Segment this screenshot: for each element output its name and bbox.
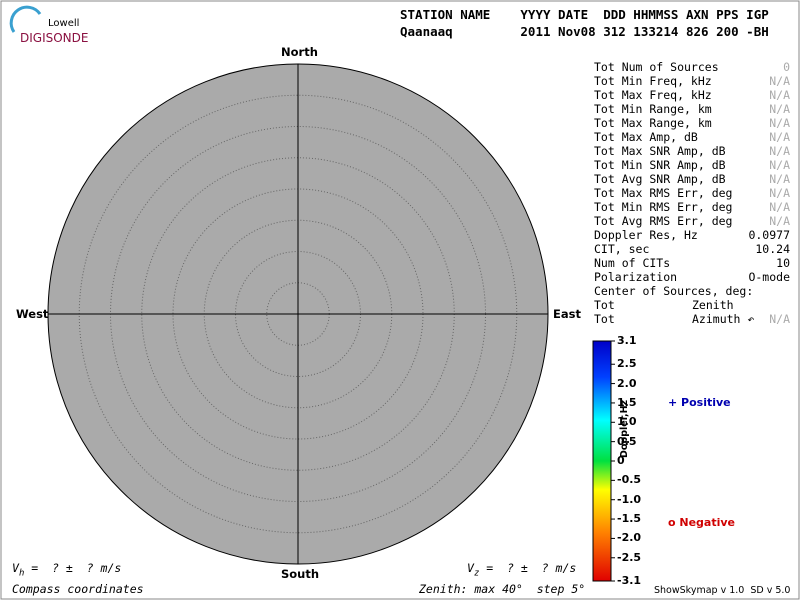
stat-label: Tot Min Freq, kHz	[594, 74, 712, 88]
stat-label: Tot Max Range, km	[594, 116, 712, 130]
stat-label: Tot	[594, 298, 615, 312]
stat-label: Tot Max Freq, kHz	[594, 88, 712, 102]
compass-east: East	[553, 307, 581, 321]
stat-label: Tot Min SNR Amp, dB	[594, 158, 726, 172]
text: = ? ± ? m/s	[479, 561, 577, 575]
colorbar	[592, 340, 612, 582]
stat-value: N/A	[769, 144, 790, 158]
stat-label: Center of Sources, deg:	[594, 284, 754, 298]
logo-bottom: DIGISONDE	[20, 31, 89, 45]
legend-negative: o Negative	[668, 516, 736, 529]
stat-label: Tot Num of Sources	[594, 60, 719, 74]
symbol: V	[12, 561, 19, 575]
footer-zenith: Zenith: max 40° step 5°	[419, 582, 586, 596]
colorbar-tick-label: -3.1	[617, 574, 642, 587]
logo-arc	[9, 5, 42, 33]
colorbar-tick-label: 1.5	[617, 395, 637, 409]
stat-value: N/A	[769, 200, 790, 214]
subscript: h	[18, 568, 25, 579]
stat-label: Tot Avg SNR Amp, dB	[594, 172, 726, 186]
colorbar-tick-label: 3.1	[617, 334, 637, 347]
stat-label: Tot Min Range, km	[594, 102, 712, 116]
colorbar-tick-label: -0.5	[617, 473, 642, 487]
legend-positive: + Positive	[668, 396, 731, 409]
compass-north: North	[281, 45, 318, 59]
stat-value: N/A	[769, 74, 790, 88]
stat-label: Zenith	[692, 298, 734, 312]
stat-label: Tot	[594, 312, 615, 326]
subscript: z	[473, 568, 480, 579]
stat-value: N/A	[769, 172, 790, 186]
stat-label: Tot Max SNR Amp, dB	[594, 144, 726, 158]
stat-label: Tot Avg RMS Err, deg	[594, 214, 733, 228]
stat-value: N/A	[769, 312, 790, 326]
stat-value: 10	[776, 256, 790, 270]
stat-label: Num of CITs	[594, 256, 671, 270]
colorbar-tick-label: -1.5	[617, 512, 642, 526]
stat-label: Polarization	[594, 270, 678, 284]
footer-version: ShowSkymap v 1.0 SD v 5.0	[654, 585, 791, 596]
stat-label: Azimuth ↶	[692, 312, 755, 326]
colorbar-tick-label: -2.5	[617, 550, 642, 564]
colorbar-tick-label: 0	[617, 454, 625, 467]
header-values: Qaanaaq 2011 Nov08 312 133214 826 200 -B…	[400, 24, 769, 39]
stat-value: 0	[783, 60, 790, 74]
colorbar-tick-label: 2.5	[617, 357, 637, 371]
logo-top: Lowell	[48, 18, 80, 29]
stat-value: N/A	[769, 158, 790, 172]
compass-west: West	[16, 307, 49, 321]
compass-south: South	[281, 567, 320, 581]
stat-value: N/A	[769, 102, 790, 116]
stat-value: N/A	[769, 88, 790, 102]
stat-value: N/A	[769, 214, 790, 228]
stat-label: Doppler Res, Hz	[594, 228, 698, 242]
stat-label: CIT, sec	[594, 242, 650, 256]
footer-coords: Compass coordinates	[12, 582, 144, 596]
velocity-z: Vz = ? ± ? m/s	[467, 561, 576, 580]
stat-value: O-mode	[748, 270, 790, 284]
stat-value: N/A	[769, 130, 790, 144]
colorbar-tick-label: 0.5	[617, 434, 637, 448]
stat-value: 0.0977	[748, 228, 790, 242]
velocity-h: Vh = ? ± ? m/s	[12, 561, 121, 580]
colorbar-tick-label: -1.0	[617, 492, 642, 506]
stat-value: N/A	[769, 186, 790, 200]
colorbar-tick-label: 1.0	[617, 415, 637, 429]
stat-label: Tot Min RMS Err, deg	[594, 200, 733, 214]
colorbar-tick-label: 2.0	[617, 376, 637, 390]
symbol: V	[467, 561, 474, 575]
stat-label: Tot Max Amp, dB	[594, 130, 698, 144]
text: = ? ± ? m/s	[24, 561, 122, 575]
stat-value: 10.24	[755, 242, 790, 256]
header-labels: STATION NAME YYYY DATE DDD HHMMSS AXN PP…	[400, 7, 769, 22]
colorbar-tick-label: -2.0	[617, 531, 642, 545]
stat-value: N/A	[769, 116, 790, 130]
stat-label: Tot Max RMS Err, deg	[594, 186, 733, 200]
